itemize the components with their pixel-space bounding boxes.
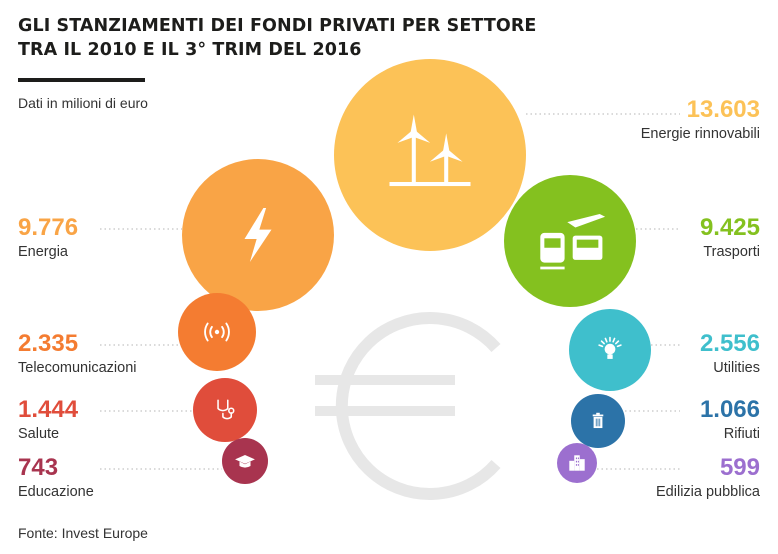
value-label-energia: 9.776 [18, 214, 79, 241]
unit-label: Dati in milioni di euro [18, 95, 148, 111]
category-label-rifiuti: Rifiuti [723, 426, 760, 442]
title-line-1: GLI STANZIAMENTI DEI FONDI PRIVATI PER S… [18, 16, 537, 36]
trash-icon [592, 412, 604, 429]
value-label-salute: 1.444 [18, 396, 79, 423]
value-label-telecomunicazioni: 2.335 [18, 330, 79, 357]
value-label-utilities: 2.556 [699, 330, 760, 357]
bubble-energie-rinnovabili [334, 59, 526, 251]
category-label-edilizia-pubblica: Edilizia pubblica [656, 484, 760, 500]
value-label-trasporti: 9.425 [699, 214, 760, 241]
stethoscope-icon [217, 399, 235, 420]
bubble-rifiuti [571, 394, 625, 448]
title-underline [18, 78, 145, 82]
bubble-edilizia-pubblica [557, 443, 597, 483]
category-label-utilities: Utilities [713, 360, 760, 376]
category-label-educazione: Educazione [18, 484, 94, 500]
transport-icon [540, 214, 606, 270]
title-line-2: TRA IL 2010 E IL 3° TRIM DEL 2016 [18, 40, 362, 60]
wind-turbine-icon [389, 114, 471, 187]
category-label-energia: Energia [18, 244, 68, 260]
bubble-salute [193, 378, 257, 442]
value-label-educazione: 743 [18, 454, 59, 481]
lightning-icon [244, 208, 272, 262]
bubbles [178, 59, 651, 484]
category-label-trasporti: Trasporti [703, 244, 760, 260]
value-label-rifiuti: 1.066 [699, 396, 760, 423]
leader-lines [100, 113, 680, 470]
euro-symbol [315, 312, 501, 500]
value-label-energie-rinnovabili: 13.603 [686, 96, 760, 123]
lightbulb-icon [598, 336, 622, 359]
category-label-energie-rinnovabili: Energie rinnovabili [640, 126, 760, 142]
bubble-utilities [569, 309, 651, 391]
bubble-circle-trasporti [504, 175, 636, 307]
value-label-edilizia-pubblica: 599 [719, 454, 760, 481]
category-label-salute: Salute [18, 426, 60, 442]
bubble-circle-energie-rinnovabili [334, 59, 526, 251]
bubble-trasporti [504, 175, 636, 307]
broadcast-icon [204, 322, 230, 342]
graduation-cap-icon [235, 454, 255, 468]
bubble-educazione [222, 438, 268, 484]
chart-title: GLI STANZIAMENTI DEI FONDI PRIVATI PER S… [18, 14, 536, 62]
bubble-energia [182, 159, 334, 311]
buildings-icon [569, 455, 585, 471]
source-note: Fonte: Invest Europe [18, 525, 148, 541]
bubble-telecomunicazioni [178, 293, 256, 371]
category-label-telecomunicazioni: Telecomunicazioni [18, 360, 137, 376]
